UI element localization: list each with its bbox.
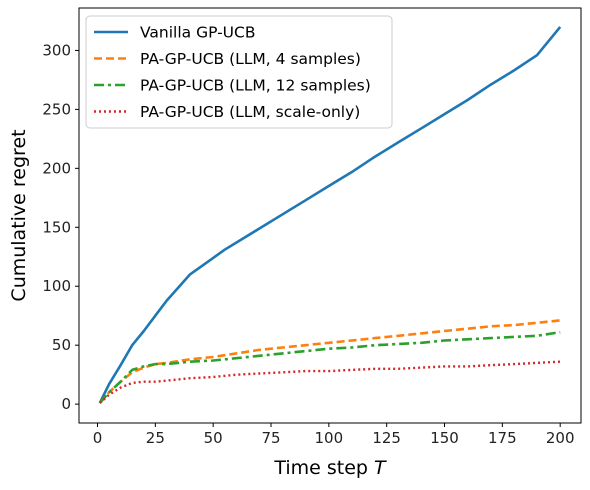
x-tick-label: 75	[261, 429, 280, 447]
y-tick-label: 150	[42, 218, 71, 236]
legend-label-3: PA-GP-UCB (LLM, 12 samples)	[140, 77, 371, 95]
y-tick-label: 100	[42, 277, 71, 295]
legend: Vanilla GP-UCB PA-GP-UCB (LLM, 4 samples)…	[85, 15, 393, 129]
y-tick-label: 250	[42, 100, 71, 118]
x-axis-label: Time step T	[273, 457, 387, 479]
x-tick-label: 200	[546, 429, 575, 447]
series-line-2	[98, 319, 561, 404]
legend-box	[85, 15, 393, 129]
x-tick-label: 175	[488, 429, 517, 447]
y-axis-label: Cumulative regret	[8, 129, 30, 301]
legend-label-2: PA-GP-UCB (LLM, 4 samples)	[140, 50, 361, 68]
axis-ticks: 0 25 50 75 100 125 150 175 200 0 50 100 150 200 250 300	[42, 41, 574, 447]
x-tick-label: 0	[93, 429, 103, 447]
series-line-3	[98, 330, 561, 404]
y-tick-label: 300	[42, 41, 71, 59]
series-line-1	[98, 26, 562, 404]
legend-label-4: PA-GP-UCB (LLM, scale-only)	[140, 103, 360, 121]
axes-frame	[78, 7, 582, 424]
x-tick-label: 50	[204, 429, 223, 447]
y-tick-label: 200	[42, 159, 71, 177]
series-line-4	[99, 360, 561, 404]
y-tick-label: 0	[61, 395, 71, 413]
y-tick-label: 50	[52, 336, 71, 354]
x-tick-label: 100	[315, 429, 344, 447]
x-tick-label: 125	[372, 429, 401, 447]
plot-area	[98, 26, 562, 404]
legend-label-1: Vanilla GP-UCB	[140, 24, 255, 42]
x-tick-label: 25	[146, 429, 165, 447]
x-tick-label: 150	[430, 429, 459, 447]
